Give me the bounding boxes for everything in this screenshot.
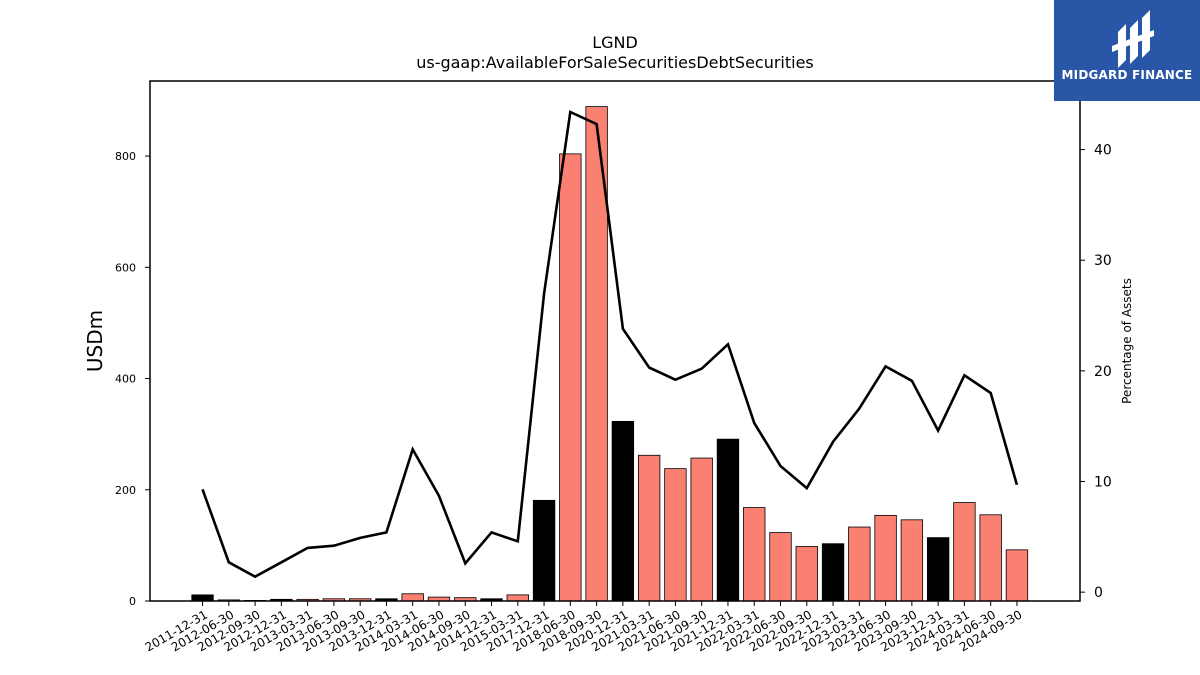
y-tick-label-0: 0: [129, 595, 136, 608]
bar-2022-03-31: [743, 507, 766, 602]
bar-2024-06-30: [979, 514, 1002, 602]
bar-2015-03-31: [506, 594, 529, 602]
percentage-line: [201, 110, 1019, 579]
bar-2023-12-31: [926, 537, 950, 602]
bar-2023-06-30: [874, 514, 897, 602]
brand-mark-icon: [1112, 10, 1154, 68]
chart-subtitle: us-gaap:AvailableForSaleSecuritiesDebtSe…: [416, 53, 814, 72]
bars-group: [191, 106, 1029, 602]
bar-2023-09-30: [900, 519, 924, 602]
bar-2022-06-30: [769, 532, 792, 602]
y-axis-right: 0 10 20 30 40: [1080, 143, 1112, 601]
bar-2017-12-31: [532, 499, 556, 602]
bar-2018-06-30: [559, 153, 582, 602]
plot-frame: [149, 80, 1081, 602]
bar-2020-12-31: [611, 420, 635, 602]
y2-tick-label-20: 20: [1094, 364, 1112, 380]
bar-2021-09-30: [690, 457, 713, 602]
bar-2014-03-31: [401, 593, 424, 602]
brand-name: MIDGARD FINANCE: [1061, 68, 1193, 82]
y-tick-label-600: 600: [115, 261, 136, 274]
y2-tick-label-10: 10: [1094, 475, 1112, 491]
bar-2021-12-31: [716, 438, 740, 602]
bar-2023-03-31: [848, 526, 871, 602]
brand-logo: MIDGARD FINANCE: [1054, 0, 1200, 101]
y-tick-label-400: 400: [115, 373, 136, 386]
y2-tick-label-30: 30: [1094, 253, 1112, 269]
bar-2022-09-30: [795, 546, 818, 602]
x-axis: 2011-12-312012-06-302012-09-302012-12-31…: [143, 601, 1024, 654]
bar-2024-03-31: [953, 502, 976, 602]
y2-axis-label: Percentage of Assets: [1120, 278, 1134, 404]
y-tick-label-200: 200: [115, 484, 136, 497]
bar-2024-09-30: [1005, 549, 1029, 602]
chart-title: LGND: [592, 33, 638, 52]
y2-tick-label-0: 0: [1094, 585, 1103, 601]
y-axis-label: USDm: [83, 310, 107, 372]
y-tick-label-800: 800: [115, 150, 136, 163]
bar-2022-12-31: [821, 543, 845, 602]
line-group: [201, 110, 1019, 579]
bar-2021-03-31: [637, 454, 661, 602]
y-axis-left: 0 200 400 600 800: [115, 150, 150, 608]
bar-2021-06-30: [664, 468, 687, 602]
bar-2011-12-31: [191, 594, 214, 602]
y2-tick-label-40: 40: [1094, 143, 1112, 159]
